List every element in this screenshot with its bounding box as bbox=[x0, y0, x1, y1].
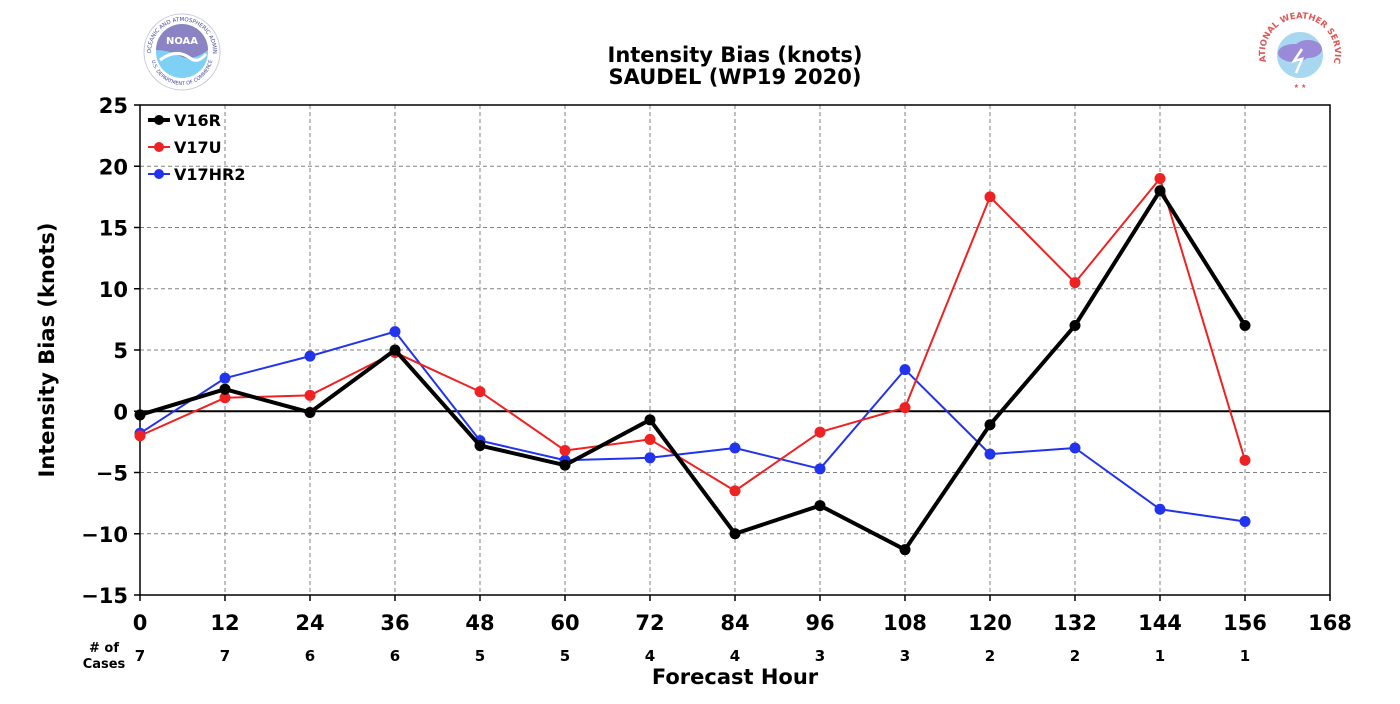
data-point-v17u bbox=[219, 392, 231, 404]
data-point-v17u bbox=[1069, 277, 1081, 289]
y-axis-label: Intensity Bias (knots) bbox=[35, 223, 59, 478]
data-point-v16r bbox=[559, 459, 571, 471]
data-point-v16r bbox=[1069, 320, 1081, 331]
legend-marker bbox=[154, 169, 164, 179]
data-point-v16r bbox=[1239, 320, 1251, 331]
data-point-v16r bbox=[134, 409, 146, 421]
legend-label: V17U bbox=[174, 138, 222, 157]
x-tick-label: 48 bbox=[465, 611, 494, 635]
data-point-v17u bbox=[304, 389, 316, 401]
y-tick-label: −15 bbox=[81, 584, 128, 608]
data-point-v17u bbox=[134, 430, 146, 442]
legend-label: V17HR2 bbox=[174, 165, 246, 184]
data-point-v17hr2 bbox=[814, 463, 826, 475]
data-point-v16r bbox=[304, 406, 316, 418]
data-point-v16r bbox=[1154, 185, 1166, 197]
data-point-v17u bbox=[644, 433, 656, 445]
y-tick-label: 25 bbox=[99, 94, 128, 118]
data-point-v17hr2 bbox=[219, 372, 231, 384]
case-count: 7 bbox=[135, 647, 145, 665]
data-point-v17hr2 bbox=[984, 448, 996, 460]
data-point-v17u bbox=[1239, 454, 1251, 466]
x-tick-label: 24 bbox=[295, 611, 324, 635]
series-line-v16r bbox=[139, 188, 1247, 552]
data-point-v17hr2 bbox=[389, 326, 401, 338]
series-line-v17hr2 bbox=[139, 330, 1246, 523]
y-tick-label: 5 bbox=[113, 339, 128, 363]
case-count: 3 bbox=[815, 647, 825, 665]
case-count: 2 bbox=[1070, 647, 1080, 665]
plot-area: Intensity Bias (knots)SAUDEL (WP19 2020)… bbox=[35, 43, 1352, 689]
noaa-logo: NATIONAL OCEANIC AND ATMOSPHERIC ADMINIS… bbox=[143, 13, 221, 91]
data-point-v17u bbox=[559, 444, 571, 456]
x-tick-label: 60 bbox=[550, 611, 579, 635]
case-count: 5 bbox=[475, 647, 485, 665]
nws-logo: NATIONAL WEATHER SERVICE ★ ★ bbox=[1258, 11, 1342, 90]
x-tick-label: 108 bbox=[883, 611, 927, 635]
svg-text:★ ★: ★ ★ bbox=[1294, 83, 1307, 90]
data-point-v17u bbox=[474, 386, 486, 398]
data-point-v17hr2 bbox=[1239, 516, 1251, 527]
data-point-v16r bbox=[389, 344, 401, 356]
series-line-v17u bbox=[139, 177, 1246, 492]
x-tick-label: 96 bbox=[805, 611, 834, 635]
case-count: 7 bbox=[220, 647, 230, 665]
x-tick-label: 132 bbox=[1053, 611, 1097, 635]
case-count: 1 bbox=[1155, 647, 1165, 665]
legend-label: V16R bbox=[174, 111, 221, 130]
noaa-logo-text: NOAA bbox=[166, 36, 198, 47]
data-point-v17u bbox=[1154, 173, 1166, 184]
data-point-v17hr2 bbox=[729, 442, 741, 454]
x-tick-label: 144 bbox=[1138, 611, 1182, 635]
cases-header-line2: Cases bbox=[83, 657, 126, 672]
y-tick-label: 15 bbox=[99, 217, 128, 241]
data-point-v16r bbox=[899, 544, 911, 556]
y-tick-label: 10 bbox=[99, 278, 128, 302]
data-point-v17hr2 bbox=[1069, 442, 1081, 454]
x-tick-label: 72 bbox=[635, 611, 664, 635]
y-tick-label: 0 bbox=[113, 400, 128, 424]
case-count: 3 bbox=[900, 647, 910, 665]
data-point-v17hr2 bbox=[1154, 503, 1166, 515]
data-point-v16r bbox=[984, 419, 996, 431]
x-axis-label: Forecast Hour bbox=[652, 665, 819, 689]
x-tick-label: 168 bbox=[1308, 611, 1352, 635]
data-point-v16r bbox=[219, 383, 231, 395]
case-count: 6 bbox=[305, 647, 315, 665]
chart-title: Intensity Bias (knots) bbox=[608, 43, 863, 67]
x-tick-label: 36 bbox=[380, 611, 409, 635]
case-count: 1 bbox=[1240, 647, 1250, 665]
data-point-v17hr2 bbox=[304, 350, 316, 362]
data-point-v17u bbox=[814, 426, 826, 438]
x-tick-label: 12 bbox=[210, 611, 239, 635]
data-point-v17hr2 bbox=[899, 364, 911, 376]
y-tick-label: 20 bbox=[99, 155, 128, 179]
data-point-v17u bbox=[729, 485, 741, 497]
case-count: 5 bbox=[560, 647, 570, 665]
x-tick-label: 120 bbox=[968, 611, 1012, 635]
x-tick-label: 84 bbox=[720, 611, 749, 635]
data-point-v17hr2 bbox=[644, 452, 656, 464]
chart-subtitle: SAUDEL (WP19 2020) bbox=[609, 65, 862, 89]
data-point-v17u bbox=[899, 402, 911, 414]
data-point-v16r bbox=[644, 414, 656, 426]
data-point-v16r bbox=[729, 528, 741, 540]
data-point-v16r bbox=[474, 440, 486, 452]
y-tick-label: −5 bbox=[96, 462, 128, 486]
case-count: 4 bbox=[645, 647, 655, 665]
x-tick-label: 0 bbox=[133, 611, 148, 635]
x-tick-label: 156 bbox=[1223, 611, 1267, 635]
cases-header-line1: # of bbox=[89, 641, 119, 656]
case-count: 6 bbox=[390, 647, 400, 665]
case-count: 2 bbox=[985, 647, 995, 665]
data-point-v16r bbox=[814, 500, 826, 512]
case-count: 4 bbox=[730, 647, 740, 665]
legend-marker bbox=[154, 142, 164, 152]
data-point-v17u bbox=[984, 191, 996, 203]
legend-marker bbox=[154, 115, 164, 125]
y-tick-label: −10 bbox=[81, 523, 128, 547]
